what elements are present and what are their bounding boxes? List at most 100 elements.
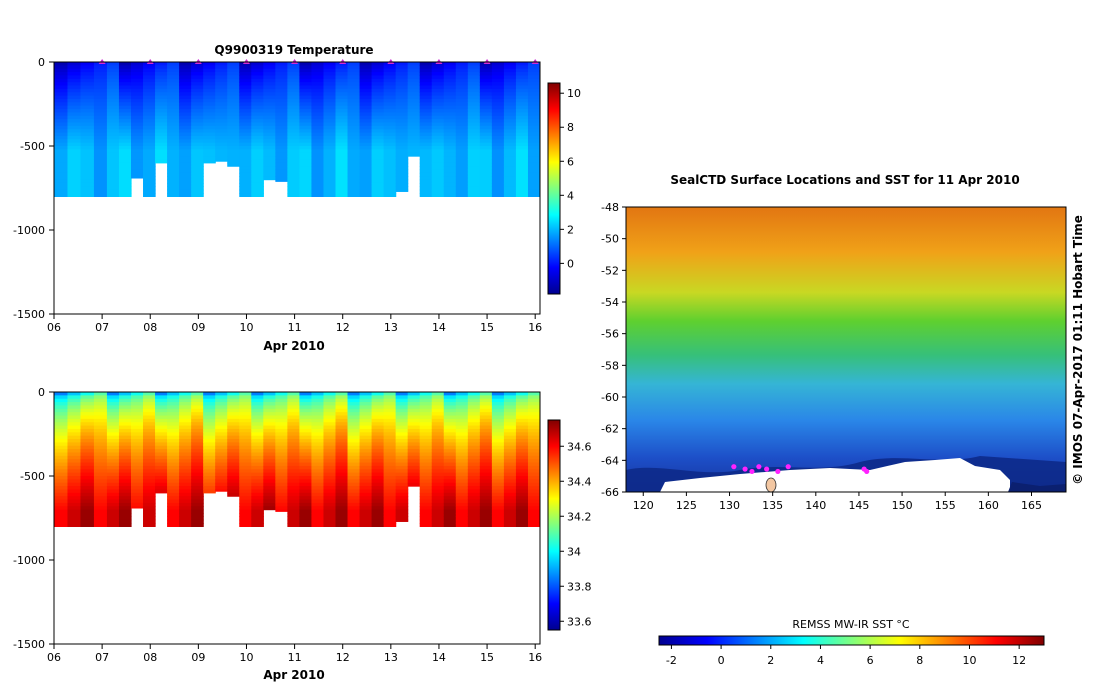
profile-cell bbox=[93, 435, 108, 440]
profile-cell bbox=[347, 496, 361, 501]
profile-cell bbox=[80, 193, 95, 197]
profile-cell bbox=[503, 105, 517, 110]
profile-cell bbox=[251, 445, 264, 450]
profile-cell bbox=[167, 159, 180, 164]
profile-cell bbox=[263, 472, 276, 477]
profile-cell bbox=[347, 415, 361, 420]
profile-cell bbox=[191, 65, 204, 70]
profile-cell bbox=[143, 176, 156, 181]
profile-cell bbox=[311, 432, 325, 437]
profile-cell bbox=[143, 78, 156, 83]
profile-cell bbox=[311, 92, 325, 97]
profile-cell bbox=[227, 392, 240, 396]
profile-cell bbox=[155, 102, 168, 107]
profile-cell bbox=[143, 156, 156, 161]
profile-cell bbox=[143, 105, 156, 110]
profile-cell bbox=[203, 422, 216, 427]
profile-cell bbox=[191, 179, 204, 184]
profile-cell bbox=[395, 472, 409, 477]
profile-cell bbox=[93, 425, 108, 430]
profile-cell bbox=[179, 139, 192, 144]
profile-cell bbox=[130, 418, 144, 423]
x-tick-label: 10 bbox=[239, 651, 253, 664]
profile-cell bbox=[347, 193, 361, 197]
profile-cell bbox=[54, 129, 69, 134]
profile-cell bbox=[419, 398, 433, 403]
profile-cell bbox=[106, 156, 120, 161]
profile-cell bbox=[479, 412, 493, 417]
profile-cell bbox=[263, 146, 276, 150]
profile-cell bbox=[167, 72, 180, 77]
profile-cell bbox=[106, 109, 120, 113]
profile-cell bbox=[80, 482, 95, 487]
y-tick-label: -1000 bbox=[13, 554, 45, 567]
profile-cell bbox=[323, 149, 337, 154]
profile-cell bbox=[251, 398, 264, 403]
profile-cell bbox=[347, 405, 361, 410]
profile-cell bbox=[455, 142, 469, 147]
profile-cell bbox=[479, 476, 493, 480]
profile-cell bbox=[383, 115, 397, 120]
profile-cell bbox=[527, 435, 540, 440]
profile-cell bbox=[395, 98, 409, 103]
profile-cell bbox=[311, 169, 325, 174]
profile-cell bbox=[130, 119, 144, 124]
profile-cell bbox=[359, 62, 373, 66]
profile-cell bbox=[67, 176, 82, 181]
profile-cell bbox=[239, 482, 252, 487]
profile-cell bbox=[287, 496, 301, 501]
profile-cell bbox=[179, 162, 192, 167]
profile-cell bbox=[491, 408, 505, 413]
profile-cell bbox=[383, 75, 397, 80]
profile-cell bbox=[491, 496, 505, 501]
profile-cell bbox=[67, 428, 82, 433]
profile-cell bbox=[347, 512, 361, 517]
profile-cell bbox=[118, 496, 132, 501]
profile-cell bbox=[54, 449, 69, 454]
profile-cell bbox=[287, 442, 301, 447]
profile-cell bbox=[167, 82, 180, 87]
profile-cell bbox=[311, 418, 325, 423]
profile-cell bbox=[455, 119, 469, 124]
profile-cell bbox=[54, 425, 69, 430]
profile-cell bbox=[275, 415, 288, 420]
profile-cell bbox=[263, 132, 276, 137]
profile-cell bbox=[443, 452, 457, 457]
profile-cell bbox=[503, 115, 517, 120]
profile-cell bbox=[431, 462, 445, 467]
profile-cell bbox=[143, 146, 156, 150]
profile-cell bbox=[455, 499, 469, 504]
y-tick-label: -56 bbox=[601, 328, 619, 341]
profile-cell bbox=[80, 415, 95, 420]
profile-cell bbox=[93, 95, 108, 100]
profile-cell bbox=[491, 125, 505, 130]
profile-cell bbox=[155, 445, 168, 450]
profile-cell bbox=[299, 415, 313, 420]
profile-cell bbox=[299, 395, 313, 400]
profile-cell bbox=[275, 449, 288, 454]
profile-cell bbox=[527, 186, 540, 191]
profile-cell bbox=[106, 392, 120, 396]
profile-cell bbox=[359, 172, 373, 177]
profile-cell bbox=[215, 62, 228, 66]
profile-cell bbox=[359, 459, 373, 464]
profile-cell bbox=[93, 459, 108, 464]
profile-cell bbox=[299, 75, 313, 80]
profile-cell bbox=[299, 422, 313, 427]
profile-cell bbox=[407, 72, 421, 77]
profile-cell bbox=[215, 472, 228, 477]
profile-cell bbox=[431, 125, 445, 130]
profile-cell bbox=[419, 146, 433, 150]
profile-cell bbox=[54, 415, 69, 420]
profile-cell bbox=[419, 85, 433, 90]
profile-cell bbox=[335, 92, 349, 97]
profile-cell bbox=[155, 428, 168, 433]
profile-cell bbox=[407, 122, 421, 127]
profile-cell bbox=[395, 422, 409, 427]
profile-cell bbox=[263, 152, 276, 157]
profile-cell bbox=[167, 465, 180, 470]
profile-cell bbox=[118, 482, 132, 487]
profile-cell bbox=[227, 88, 240, 93]
profile-cell bbox=[67, 189, 82, 194]
profile-cell bbox=[299, 119, 313, 124]
